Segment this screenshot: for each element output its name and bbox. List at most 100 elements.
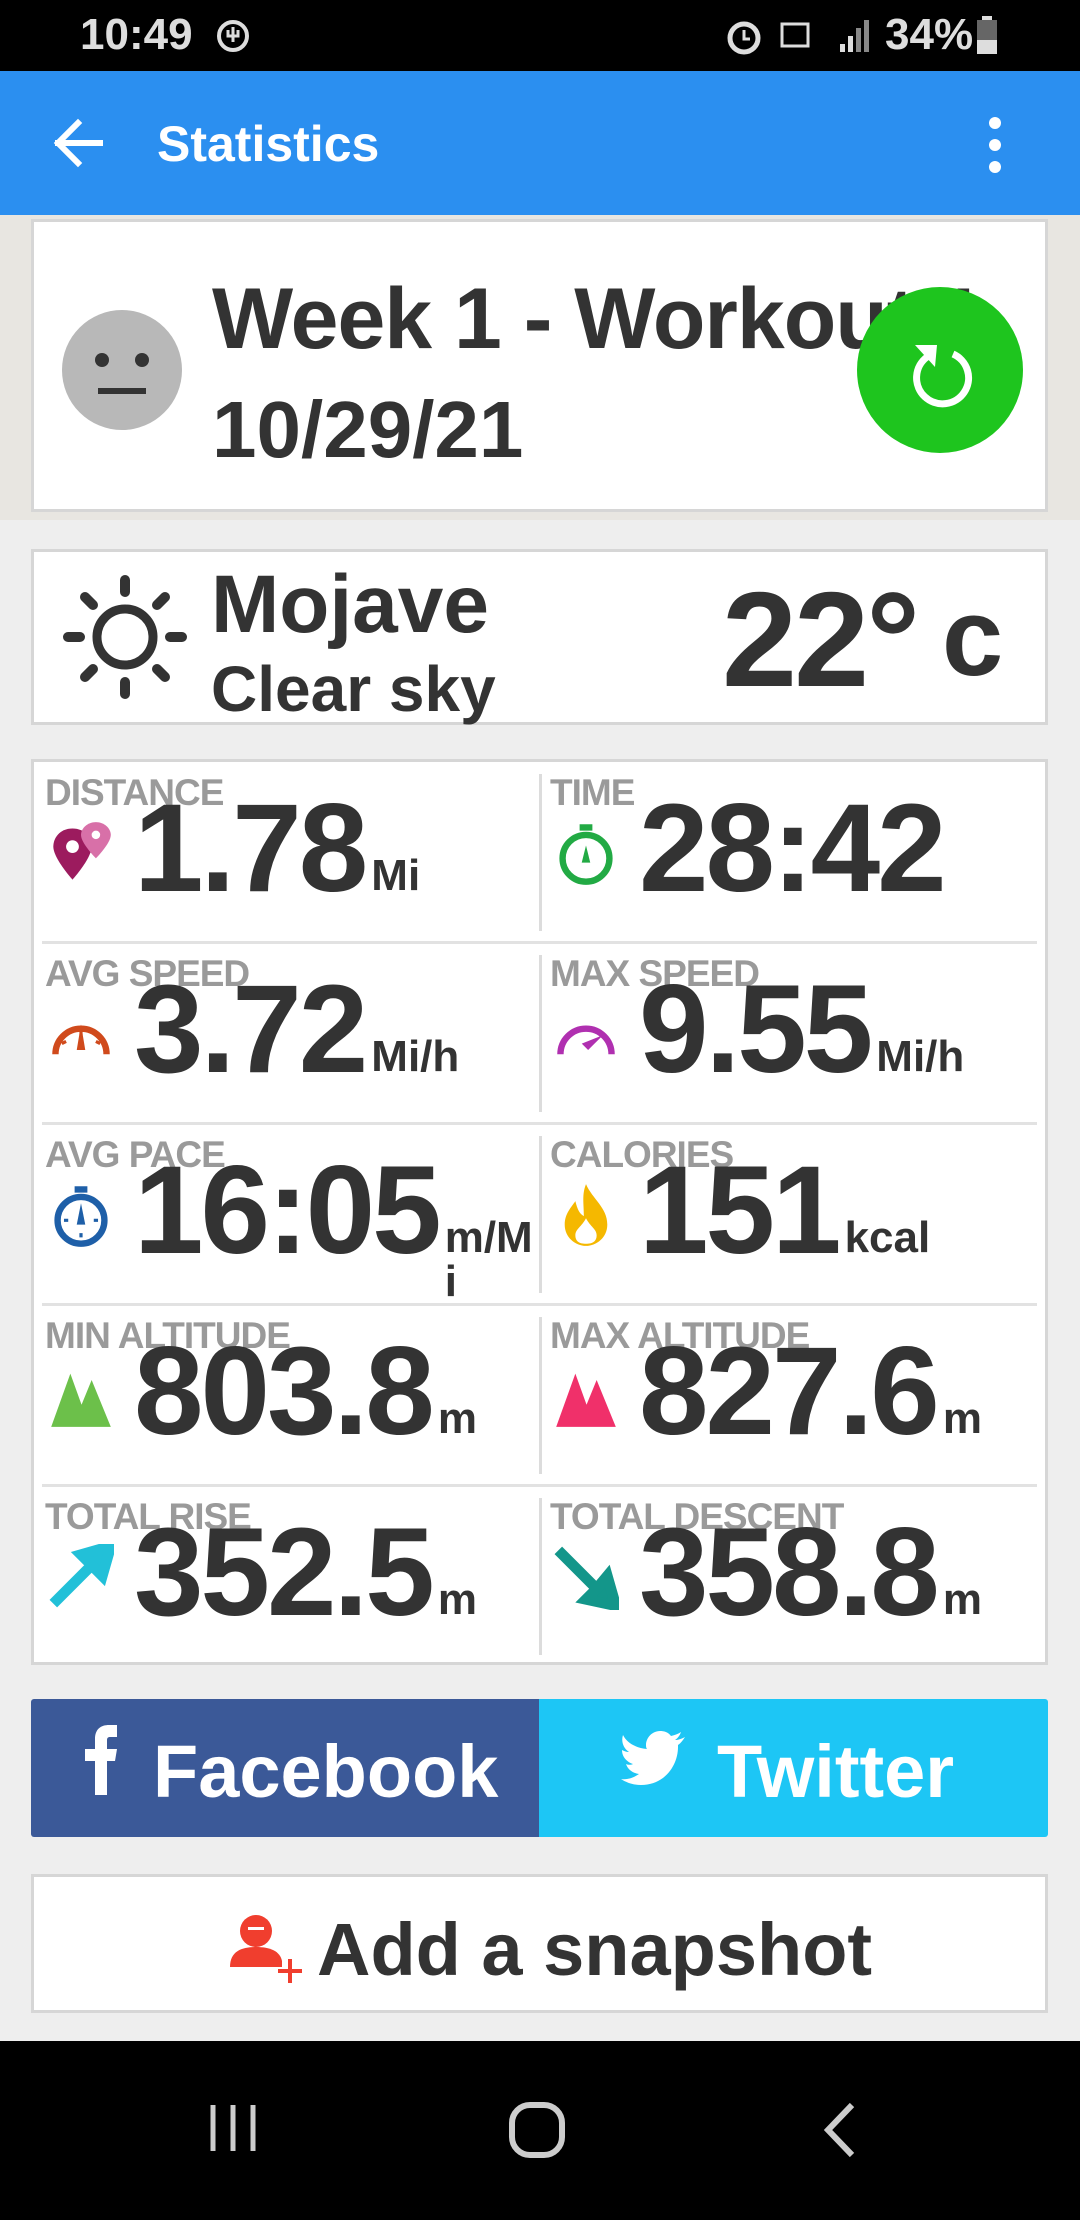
stat-value-row: 803.8 m bbox=[134, 1329, 536, 1454]
stat-label: MAX ALTITUDE bbox=[550, 1315, 810, 1356]
stat-label: TIME bbox=[550, 772, 635, 813]
stat-unit: Mi bbox=[371, 851, 421, 900]
divider bbox=[539, 1498, 542, 1655]
stat-cell: TOTAL DESCENT 358.8 m bbox=[539, 1486, 1047, 1667]
snapshot-button[interactable]: Add a snapshot bbox=[31, 1874, 1048, 2013]
weather-location: Mojave bbox=[211, 559, 489, 650]
stat-icon bbox=[53, 822, 111, 880]
stat-value-row: 352.5 m bbox=[134, 1510, 536, 1635]
stat-value: 16:05 bbox=[134, 1141, 442, 1280]
home-button[interactable] bbox=[508, 2101, 566, 2159]
divider bbox=[539, 774, 542, 931]
stat-cell: MAX SPEED 9.55 Mi/h bbox=[539, 943, 1047, 1124]
stat-icon bbox=[554, 1546, 619, 1610]
nav-bar bbox=[0, 2041, 1080, 2220]
facebook-label: Facebook bbox=[153, 1730, 499, 1813]
battery-icon bbox=[977, 16, 997, 54]
restart-fab[interactable] bbox=[855, 285, 1025, 455]
stat-unit: kcal bbox=[844, 1213, 931, 1262]
stat-unit: m bbox=[437, 1575, 477, 1624]
stat-icon bbox=[52, 1024, 110, 1055]
recents-button[interactable] bbox=[208, 2103, 258, 2153]
stat-label: DISTANCE bbox=[45, 772, 224, 813]
mood-icon[interactable] bbox=[60, 308, 184, 432]
stat-value-row: 358.8 m bbox=[639, 1510, 1041, 1635]
weather-condition: Clear sky bbox=[211, 653, 496, 725]
stat-value-row: 151 kcal bbox=[639, 1148, 1041, 1273]
stat-value: 28:42 bbox=[639, 779, 947, 918]
divider bbox=[42, 1303, 1037, 1306]
stat-label: CALORIES bbox=[550, 1134, 734, 1175]
stat-unit: m/Mi bbox=[444, 1213, 533, 1305]
twitter-button[interactable]: Twitter bbox=[539, 1699, 1048, 1837]
status-icon bbox=[217, 20, 249, 52]
stat-value-row: 28:42 bbox=[639, 786, 1041, 911]
stat-icon bbox=[557, 1025, 615, 1055]
stat-icon bbox=[49, 1544, 114, 1608]
back-nav-button[interactable] bbox=[820, 2101, 860, 2159]
stat-value: 803.8 bbox=[134, 1322, 435, 1461]
stat-value: 352.5 bbox=[134, 1503, 435, 1642]
stat-label: TOTAL DESCENT bbox=[550, 1496, 844, 1537]
stat-cell: AVG PACE 16:05 m/Mi bbox=[34, 1124, 542, 1305]
divider bbox=[42, 1122, 1037, 1125]
stat-value-row: 9.55 Mi/h bbox=[639, 967, 1041, 1092]
app-title: Statistics bbox=[157, 116, 380, 172]
stat-value-row: 1.78 Mi bbox=[134, 786, 536, 911]
stat-cell: TIME 28:42 bbox=[539, 762, 1047, 943]
facebook-icon bbox=[85, 1725, 117, 1795]
stat-value-row: 827.6 m bbox=[639, 1329, 1041, 1454]
stat-label: MIN ALTITUDE bbox=[45, 1315, 291, 1356]
stat-icon bbox=[559, 824, 613, 885]
stat-icon bbox=[51, 1373, 111, 1427]
snapshot-label: Add a snapshot bbox=[317, 1908, 873, 1991]
stat-value-row: 3.72 Mi/h bbox=[134, 967, 536, 1092]
divider bbox=[42, 941, 1037, 944]
stat-value: 151 bbox=[639, 1141, 842, 1280]
stat-label: AVG PACE bbox=[45, 1134, 226, 1175]
workout-date: 10/29/21 bbox=[212, 385, 524, 474]
stat-cell: CALORIES 151 kcal bbox=[539, 1124, 1047, 1305]
snapshot-icon bbox=[230, 1915, 302, 1983]
stat-label: AVG SPEED bbox=[45, 953, 250, 994]
stat-unit: m bbox=[942, 1575, 982, 1624]
stat-icon bbox=[564, 1184, 608, 1246]
divider bbox=[42, 1484, 1037, 1487]
stat-value: 1.78 bbox=[134, 779, 368, 918]
weather-icon bbox=[63, 575, 187, 699]
stat-unit: Mi/h bbox=[876, 1032, 965, 1081]
divider bbox=[539, 1136, 542, 1293]
back-button[interactable] bbox=[50, 117, 106, 169]
stat-cell: DISTANCE 1.78 Mi bbox=[34, 762, 542, 943]
twitter-icon bbox=[621, 1731, 685, 1785]
stat-icon bbox=[54, 1186, 108, 1247]
temperature-unit: c bbox=[942, 576, 1004, 699]
app-bar: Statistics bbox=[0, 71, 1080, 215]
stat-value: 3.72 bbox=[134, 960, 368, 1099]
stat-cell: AVG SPEED 3.72 Mi/h bbox=[34, 943, 542, 1124]
stats-card: DISTANCE 1.78 Mi TIME 28:42 AVG SPEED 3.72 Mi/h… bbox=[31, 759, 1048, 1665]
workout-title: Week 1 - Workout 1 bbox=[212, 271, 985, 367]
twitter-label: Twitter bbox=[717, 1730, 955, 1813]
stat-label: MAX SPEED bbox=[550, 953, 760, 994]
clock: 10:49 bbox=[80, 10, 193, 59]
facebook-button[interactable]: Facebook bbox=[31, 1699, 539, 1837]
status-icons bbox=[727, 20, 869, 55]
stat-unit: m bbox=[942, 1394, 982, 1443]
stat-label: TOTAL RISE bbox=[45, 1496, 252, 1537]
weather-card: Mojave Clear sky 22° c bbox=[31, 549, 1048, 725]
battery-text: 34% bbox=[885, 10, 974, 59]
temperature: 22° bbox=[722, 564, 920, 715]
stat-value: 9.55 bbox=[639, 960, 873, 1099]
divider bbox=[539, 1317, 542, 1474]
stat-icon bbox=[556, 1373, 616, 1427]
stat-cell: TOTAL RISE 352.5 m bbox=[34, 1486, 542, 1667]
menu-button[interactable] bbox=[980, 115, 1010, 175]
stat-unit: m bbox=[437, 1394, 477, 1443]
stat-value-row: 16:05 m/Mi bbox=[134, 1148, 536, 1304]
stat-unit: Mi/h bbox=[371, 1032, 460, 1081]
status-bar: 10:49 34% bbox=[0, 0, 1080, 71]
stat-cell: MIN ALTITUDE 803.8 m bbox=[34, 1305, 542, 1486]
stat-cell: MAX ALTITUDE 827.6 m bbox=[539, 1305, 1047, 1486]
